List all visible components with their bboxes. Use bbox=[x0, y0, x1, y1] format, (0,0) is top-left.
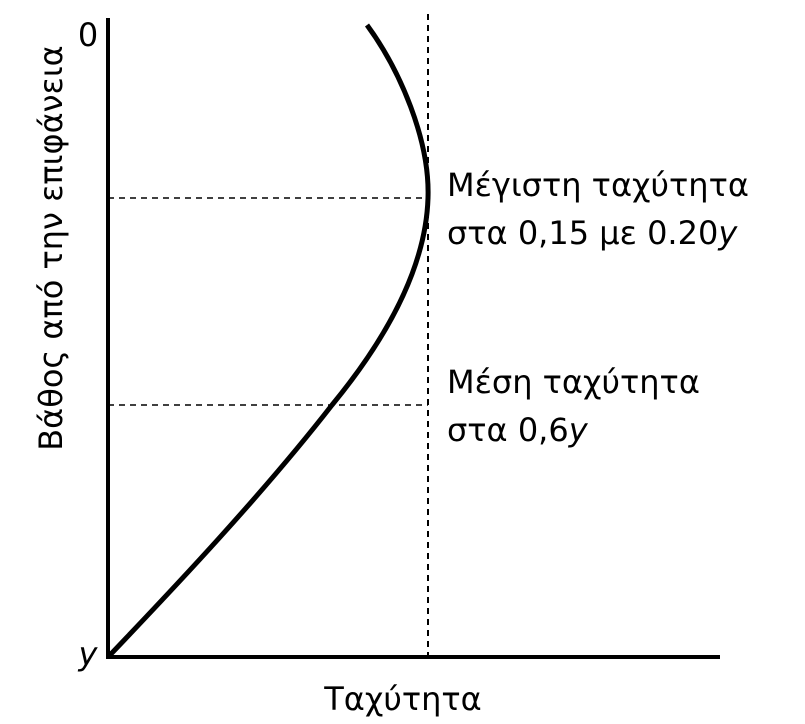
y-bottom-label: y bbox=[78, 635, 99, 673]
velocity-profile bbox=[108, 23, 431, 657]
annotation-line: στα 0,6y bbox=[447, 411, 589, 449]
y-axis-label: Βάθος από την επιφάνεια bbox=[32, 45, 70, 451]
x-axis-label: Ταχύτητα bbox=[323, 680, 482, 718]
annotation-line: Μέγιστη ταχύτητα bbox=[447, 166, 749, 204]
annotation-line: Μέση ταχύτητα bbox=[447, 363, 700, 401]
annotation-line: στα 0,15 με 0.20y bbox=[447, 214, 738, 252]
y-top-label: 0 bbox=[78, 16, 98, 54]
